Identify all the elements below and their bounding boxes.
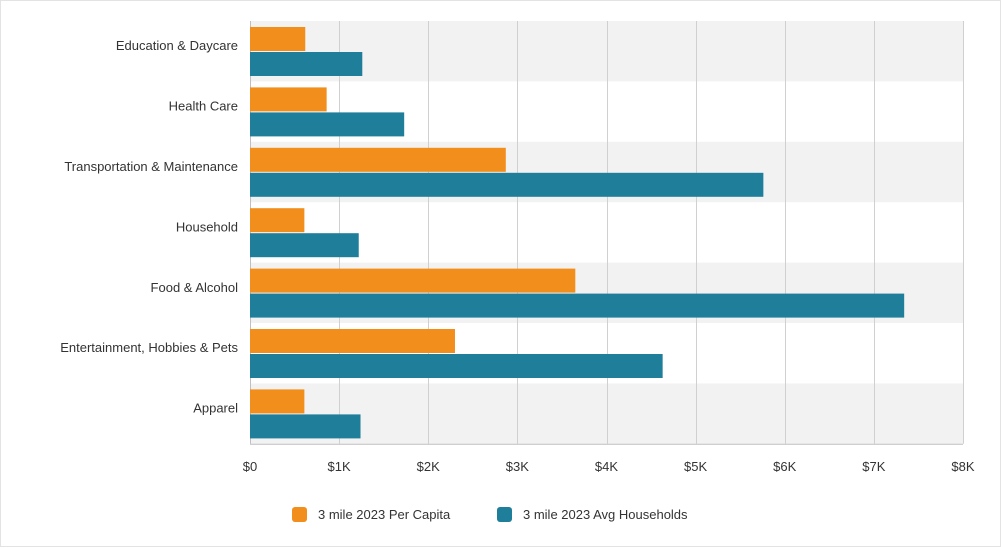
category-band: [250, 383, 963, 444]
category-label: Education & Daycare: [116, 38, 238, 53]
legend: 3 mile 2023 Per Capita 3 mile 2023 Avg Ho…: [292, 507, 688, 522]
category-label: Apparel: [193, 401, 238, 416]
bar-3-mile-2023-per-capita-education-daycare: [250, 27, 306, 51]
x-axis-ticks: $0 $1K $2K $3K $4K $5K $6K $7K $8K: [243, 459, 975, 474]
legend-swatch: [497, 507, 512, 522]
gridlines: [250, 21, 964, 445]
bar-3-mile-2023-avg-households-health-care: [250, 112, 405, 137]
legend-item-3-mile-2023-per-capita[interactable]: 3 mile 2023 Per Capita: [292, 507, 451, 522]
bar-3-mile-2023-avg-households-entertainment-hobbies-pets: [250, 354, 663, 378]
legend-label: 3 mile 2023 Per Capita: [318, 507, 451, 522]
x-tick-label: $2K: [417, 459, 440, 474]
category-label: Transportation & Maintenance: [64, 159, 238, 174]
legend-label: 3 mile 2023 Avg Households: [523, 507, 688, 522]
bar-3-mile-2023-per-capita-food-alcohol: [250, 268, 576, 293]
x-tick-label: $7K: [862, 459, 885, 474]
bar-3-mile-2023-per-capita-household: [250, 208, 305, 233]
x-tick-label: $4K: [595, 459, 618, 474]
x-tick-label: $5K: [684, 459, 707, 474]
bar-3-mile-2023-per-capita-apparel: [250, 389, 305, 414]
x-tick-label: $0: [243, 459, 257, 474]
x-tick-label: $1K: [328, 459, 351, 474]
bar-3-mile-2023-avg-households-food-alcohol: [250, 293, 905, 318]
bar-3-mile-2023-avg-households-transportation-maintenance: [250, 172, 764, 197]
x-tick-label: $3K: [506, 459, 529, 474]
category-label: Health Care: [169, 99, 238, 114]
bar-3-mile-2023-avg-households-apparel: [250, 414, 361, 439]
bar-3-mile-2023-avg-households-education-daycare: [250, 52, 363, 76]
category-band: [250, 21, 963, 82]
legend-swatch: [292, 507, 307, 522]
bar-3-mile-2023-per-capita-transportation-maintenance: [250, 147, 506, 172]
bar-3-mile-2023-per-capita-entertainment-hobbies-pets: [250, 329, 455, 353]
bar-3-mile-2023-avg-households-household: [250, 233, 359, 258]
bars: [250, 27, 905, 439]
bar-3-mile-2023-per-capita-health-care: [250, 87, 327, 112]
category-label: Entertainment, Hobbies & Pets: [60, 340, 238, 355]
category-label: Food & Alcohol: [151, 280, 239, 295]
x-tick-label: $6K: [773, 459, 796, 474]
category-labels: Education & Daycare Health Care Transporta…: [60, 38, 238, 415]
legend-item-3-mile-2023-avg-households[interactable]: 3 mile 2023 Avg Households: [497, 507, 688, 522]
category-label: Household: [176, 219, 238, 234]
x-tick-label: $8K: [951, 459, 974, 474]
category-bands: [250, 21, 963, 444]
